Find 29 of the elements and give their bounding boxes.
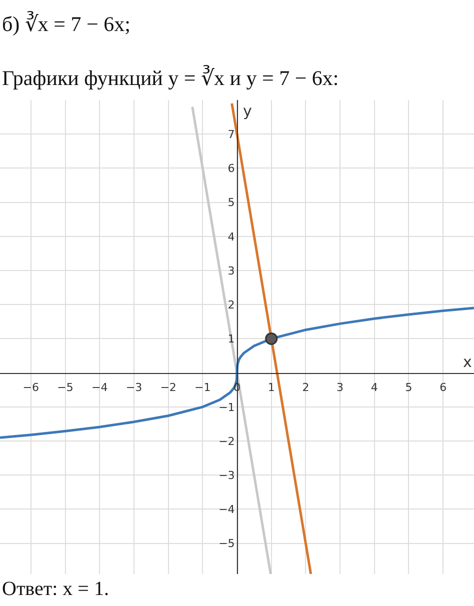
- x-tick-label: −6: [22, 381, 40, 394]
- chart-subtitle: Графики функций y = ∛x и y = 7 − 6x:: [2, 66, 339, 90]
- x-tick-label: 2: [302, 381, 310, 394]
- y-tick-label: 5: [228, 196, 235, 210]
- x-tick-label: 5: [405, 381, 412, 394]
- y-tick-label: 1: [228, 332, 235, 346]
- x-tick-label: −5: [57, 381, 74, 394]
- x-tick-label: 3: [336, 381, 344, 394]
- x-tick-label: 1: [268, 381, 275, 394]
- text: Ответ: x = 1.: [2, 578, 109, 600]
- y-axis-title: y: [243, 102, 252, 120]
- y-tick-label: 3: [228, 264, 235, 278]
- x-tick-label: −2: [160, 381, 176, 394]
- x-tick-label: 6: [440, 381, 447, 394]
- y-tick-label: 7: [228, 128, 235, 141]
- x-tick-label: 4: [370, 381, 378, 394]
- y-tick-label: 6: [228, 162, 235, 176]
- y-tick-label: −2: [218, 434, 235, 448]
- x-tick-label: −3: [126, 381, 142, 394]
- y-tick-label: 4: [228, 230, 235, 244]
- y-tick-label: −3: [218, 468, 235, 482]
- x-tick-label: −4: [92, 381, 108, 394]
- y-tick-label: −4: [218, 503, 235, 516]
- x-axis-title: x: [463, 353, 472, 371]
- y-tick-label: −5: [218, 537, 235, 550]
- y-tick-label: −1: [218, 400, 235, 414]
- chart-title: б) ∛x = 7 − 6x;: [2, 12, 130, 36]
- x-tick-label: −1: [194, 381, 211, 394]
- y-tick-label: 2: [228, 298, 235, 312]
